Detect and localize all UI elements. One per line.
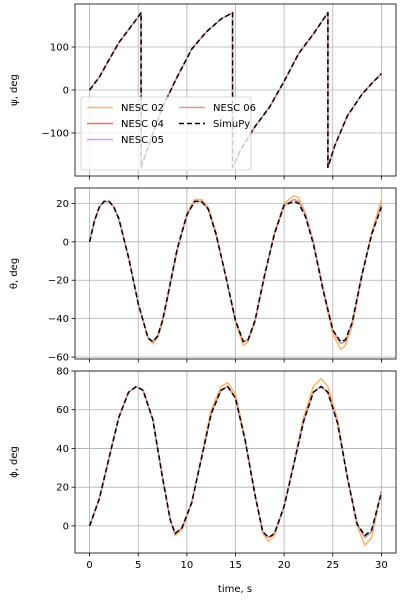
- x-tick-label: 30: [375, 560, 388, 571]
- y-tick-label: 40: [56, 444, 69, 455]
- x-tick-label: 25: [326, 560, 339, 571]
- series-line-simupy: [89, 11, 382, 169]
- panel-theta: −60 −40 −20 0 20 θ, deg: [9, 187, 397, 364]
- x-tick-label: 20: [278, 560, 291, 571]
- series-group: [88, 194, 383, 351]
- legend-box: [80, 96, 252, 171]
- y-tick-label: 60: [56, 405, 69, 416]
- y-tick-label: −40: [48, 314, 69, 325]
- y-tick-label: 0: [63, 521, 69, 532]
- legend: NESC 02 NESC 04 NESC 05 NESC 06 SimuPy: [80, 96, 256, 171]
- legend-label: NESC 02: [121, 103, 164, 114]
- x-tick-label: 5: [135, 560, 141, 571]
- y-axis-label: ϕ, deg: [9, 446, 20, 478]
- legend-label: NESC 06: [213, 103, 256, 114]
- legend-label: NESC 04: [121, 119, 164, 130]
- series-group: [88, 377, 383, 547]
- legend-label: SimuPy: [213, 119, 250, 130]
- x-tick-label: 0: [86, 560, 92, 571]
- legend-label: NESC 05: [121, 135, 164, 146]
- y-tick-label: 100: [50, 43, 69, 54]
- x-tick-label: 15: [229, 560, 242, 571]
- y-tick-label: −20: [48, 276, 69, 287]
- y-tick-label: 80: [56, 367, 69, 378]
- panel-phi: 0 5 10 15 20 25 30 0 20 40 60 80 ϕ, deg: [9, 367, 397, 571]
- y-tick-label: 0: [63, 237, 69, 248]
- y-tick-label: −100: [42, 129, 69, 140]
- y-tick-label: 20: [56, 199, 69, 210]
- y-axis-label: θ, deg: [9, 258, 20, 289]
- series-line-simupy: [88, 200, 383, 343]
- y-axis-label: ψ, deg: [9, 74, 20, 106]
- x-axis-label: time, s: [218, 584, 252, 595]
- x-tick-label: 10: [180, 560, 193, 571]
- y-tick-label: −60: [48, 353, 69, 364]
- series-line-simupy: [88, 385, 383, 539]
- series-group: [89, 11, 382, 169]
- y-tick-label: 20: [56, 483, 69, 494]
- y-tick-label: 0: [63, 86, 69, 97]
